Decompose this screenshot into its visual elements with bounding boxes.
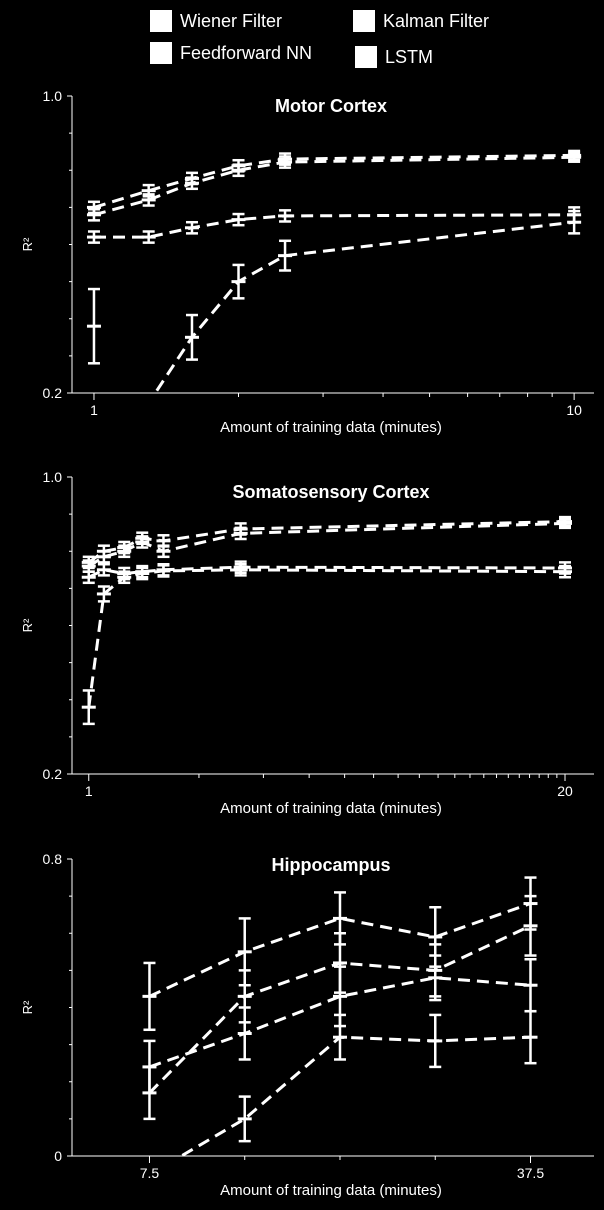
x-tick-label: 20 xyxy=(557,783,573,799)
chart-title: Motor Cortex xyxy=(275,96,387,116)
y-tick-label: 0.2 xyxy=(43,385,63,401)
legend-item-wiener-filter: Wiener Filter xyxy=(150,10,282,32)
series-line xyxy=(153,220,575,393)
series-line xyxy=(94,213,575,239)
plot-area xyxy=(81,515,573,726)
legend-swatch xyxy=(150,10,172,32)
legend: Wiener Filter Kalman Filter Feedforward … xyxy=(0,0,604,80)
legend-item-feedforward-nn: Feedforward NN xyxy=(150,42,312,64)
chart-title: Hippocampus xyxy=(271,855,390,875)
series-5 xyxy=(86,287,101,365)
y-tick-label: 1.0 xyxy=(43,469,63,485)
series-line xyxy=(93,155,575,217)
y-tick-label: 1.0 xyxy=(43,88,63,104)
legend-label: LSTM xyxy=(385,46,434,67)
legend-swatch xyxy=(353,10,375,32)
y-axis-label: R² xyxy=(20,1000,35,1014)
legend-swatch xyxy=(150,42,172,64)
x-tick-label: 10 xyxy=(566,402,582,418)
y-axis-label: R² xyxy=(20,237,35,251)
legend-item-kalman-filter: Kalman Filter xyxy=(353,10,489,32)
legend-swatch xyxy=(355,46,377,68)
x-tick-label: 7.5 xyxy=(140,1165,160,1181)
y-tick-label: 0.2 xyxy=(43,766,63,782)
legend-label: Feedforward NN xyxy=(180,42,313,63)
x-tick-label: 37.5 xyxy=(517,1165,544,1181)
series-4 xyxy=(81,562,573,726)
legend-label: Kalman Filter xyxy=(383,10,490,31)
chart-panel-motor-cortex: 0.2 1.0 1 10 Motor Cortex Amount of training … xyxy=(20,88,594,436)
y-tick-label: 0.8 xyxy=(43,851,63,867)
series-line xyxy=(93,153,575,209)
chart-panel-somatosensory-cortex: 0.2 1.0 1 20 Somatosensory Cortex Amount of t… xyxy=(20,469,594,817)
chart-title: Somatosensory Cortex xyxy=(232,482,429,502)
series-4 xyxy=(153,209,582,393)
x-tick-label: 1 xyxy=(90,402,98,418)
series-3 xyxy=(86,206,582,244)
series-line xyxy=(87,568,566,708)
series-2 xyxy=(86,151,582,222)
legend-item-lstm: LSTM xyxy=(355,46,433,68)
chart-panel-hippocampus: 0 0.8 7.5 37.5 Hippocampus Amount of training… xyxy=(20,851,594,1199)
series-2 xyxy=(81,517,573,573)
x-axis-label: Amount of training data (minutes) xyxy=(220,800,442,817)
y-tick-label: 0 xyxy=(54,1148,62,1164)
legend-label: Wiener Filter xyxy=(180,10,283,31)
y-axis-label: R² xyxy=(20,618,35,632)
plot-area xyxy=(142,876,538,1156)
x-axis-label: Amount of training data (minutes) xyxy=(220,1182,442,1199)
plot-area xyxy=(86,149,582,393)
series-line xyxy=(149,976,531,1069)
x-tick-label: 1 xyxy=(85,783,93,799)
series-4 xyxy=(178,1009,538,1156)
x-axis-label: Amount of training data (minutes) xyxy=(220,419,442,436)
